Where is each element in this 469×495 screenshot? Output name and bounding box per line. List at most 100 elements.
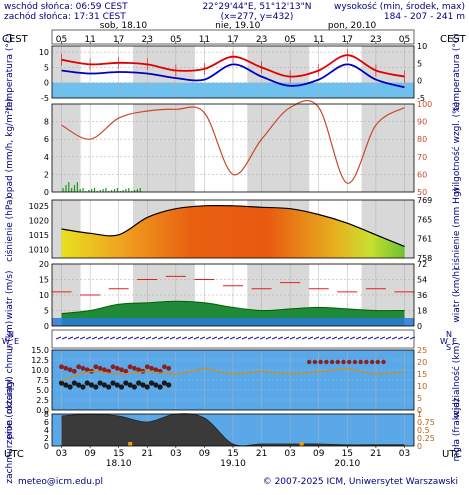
compass-s-left: S bbox=[8, 343, 13, 352]
precip-bar bbox=[93, 188, 96, 192]
cloud-top-dot bbox=[375, 359, 380, 365]
wind-arrow bbox=[121, 336, 128, 340]
top-hour-label: 05 bbox=[56, 35, 67, 45]
bottom-day-label: 20.10 bbox=[334, 459, 360, 469]
cloud-base-dot bbox=[118, 384, 125, 390]
wind-arrow bbox=[157, 336, 164, 340]
wind-arrow bbox=[343, 336, 350, 340]
top-hour-label: 23 bbox=[370, 35, 381, 45]
wind-line bbox=[61, 300, 405, 315]
y-axis-title-right: widzialność (km) bbox=[451, 342, 462, 418]
cloud-base-dot bbox=[114, 382, 120, 388]
cloud-base-dot bbox=[166, 382, 172, 388]
wind-arrow bbox=[241, 336, 248, 340]
tz-bottom-right: UTC bbox=[442, 449, 462, 460]
cloud-top-dot bbox=[71, 368, 77, 374]
y-tick-label: 8 bbox=[44, 410, 49, 419]
y-tick-label-right: 80 bbox=[417, 135, 427, 144]
bottom-hour-label: 09 bbox=[199, 449, 211, 459]
y-tick-label-right: 0 bbox=[417, 77, 422, 86]
cloud-base-dot bbox=[71, 380, 77, 386]
cloud-base-dot bbox=[127, 382, 133, 388]
y-tick-label: 6 bbox=[44, 418, 49, 427]
wind-arrow bbox=[265, 336, 272, 340]
wind-arrow bbox=[385, 336, 392, 340]
y-tick-label: 10 bbox=[39, 48, 49, 57]
cloud-top-dot bbox=[93, 364, 99, 370]
y-tick-label-right: 60 bbox=[417, 170, 427, 179]
precip-bar bbox=[119, 191, 121, 192]
night-band bbox=[52, 104, 81, 192]
wind-arrow bbox=[313, 336, 320, 340]
y-tick-label-right: 769 bbox=[417, 196, 432, 205]
compass-e-left: E bbox=[14, 337, 19, 346]
cloud-base-dot bbox=[80, 384, 86, 390]
wind-arrow bbox=[271, 336, 278, 340]
cloud-top-dot bbox=[347, 359, 352, 365]
cloud-base-dot bbox=[58, 380, 65, 386]
wind-arrow bbox=[235, 336, 242, 340]
y-tick-label: 15 bbox=[39, 276, 49, 285]
bottom-hour-label: 03 bbox=[284, 449, 295, 459]
cloud-top-dot bbox=[136, 367, 142, 373]
bottom-hour-label: 03 bbox=[56, 449, 67, 459]
wind-arrow bbox=[373, 336, 380, 340]
humidity-series bbox=[61, 99, 405, 184]
wind-arrow bbox=[361, 336, 368, 340]
cloud-base-dot bbox=[161, 380, 168, 386]
y-tick-label-right: 90 bbox=[417, 118, 427, 127]
wind-arrow bbox=[217, 336, 224, 340]
y-tick-label: 0.0 bbox=[36, 406, 49, 415]
precip-bar bbox=[73, 185, 76, 192]
y-tick-label-right: 50 bbox=[417, 188, 427, 197]
y-tick-label: 1025 bbox=[29, 202, 49, 211]
precip-bar bbox=[68, 182, 70, 192]
footer-email: meteo@icm.edu.pl bbox=[18, 477, 103, 487]
top-hour-label: 05 bbox=[399, 35, 410, 45]
cloud-base-dot bbox=[148, 380, 155, 386]
y-tick-label-right: 5 bbox=[417, 394, 422, 403]
y-tick-label: 2 bbox=[44, 170, 49, 179]
y-tick-label-right: 758 bbox=[417, 254, 432, 263]
y-tick-label: 0 bbox=[44, 79, 49, 88]
bottom-day-label: 18.10 bbox=[106, 459, 132, 469]
cloud-top-dot bbox=[84, 367, 90, 373]
tz-bottom-left: UTC bbox=[4, 449, 24, 460]
precip-bar bbox=[76, 182, 78, 192]
night-band bbox=[247, 104, 310, 192]
wind-arrow bbox=[85, 336, 92, 340]
y-axis-title-left: ciśnienie (hPa) bbox=[4, 196, 15, 262]
elevation-title: wysokość (min, środek, max) bbox=[334, 1, 465, 12]
wind-arrow bbox=[193, 336, 200, 340]
y-axis-title-right: temperatura (°C) bbox=[452, 33, 462, 110]
wind-arrow bbox=[355, 336, 362, 340]
cloud-base-dot bbox=[106, 384, 112, 390]
precip-bar bbox=[128, 188, 130, 192]
y-tick-label: 4 bbox=[44, 426, 49, 435]
wind-arrow bbox=[253, 336, 260, 340]
wind-arrow bbox=[337, 336, 344, 340]
y-tick-label-right: 15 bbox=[417, 370, 427, 379]
elevation-values: 184 - 207 - 241 m bbox=[384, 12, 465, 22]
tz-top-right: CEST bbox=[440, 34, 467, 45]
cloud-top-dot bbox=[364, 359, 369, 365]
top-day-label: nie, 19.10 bbox=[215, 21, 261, 31]
cloud-top-dot bbox=[76, 364, 82, 370]
precip-bar bbox=[136, 189, 138, 192]
cloud-top-dot bbox=[324, 359, 329, 365]
y-axis-title-right: wiatr (km/h) bbox=[452, 267, 462, 322]
cloud-base-dot bbox=[67, 384, 73, 390]
top-hour-label: 17 bbox=[227, 35, 238, 45]
cloud-base-dot bbox=[131, 384, 138, 390]
wind-arrow bbox=[223, 336, 230, 340]
y-tick-label: 6 bbox=[44, 135, 49, 144]
top-hour-label: 23 bbox=[256, 35, 267, 45]
cloud-base-dot bbox=[157, 384, 163, 390]
compass-e-right: E bbox=[452, 337, 457, 346]
cloud-top-dot bbox=[119, 367, 124, 373]
cloud-base-dot bbox=[110, 380, 116, 386]
cloud-base-dot bbox=[101, 382, 107, 388]
precip-bar bbox=[125, 189, 127, 192]
top-hour-label: 11 bbox=[313, 35, 324, 45]
y-axis-title-left: pion. rozciągł. chmur (km) bbox=[5, 321, 15, 440]
